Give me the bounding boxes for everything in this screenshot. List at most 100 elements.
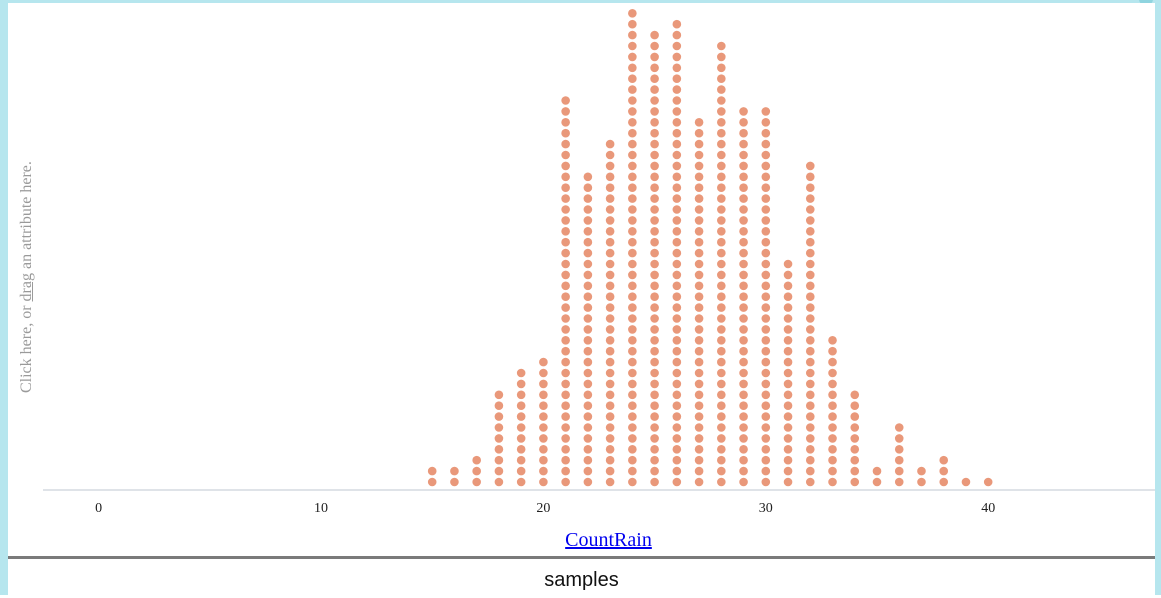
data-dot[interactable] — [717, 205, 726, 214]
data-dot[interactable] — [628, 314, 637, 323]
data-dot[interactable] — [694, 390, 704, 400]
data-dot[interactable] — [561, 194, 570, 203]
data-dot[interactable] — [761, 368, 771, 378]
data-dot[interactable] — [561, 150, 570, 160]
data-dot[interactable] — [672, 63, 682, 73]
data-dot[interactable] — [672, 172, 682, 182]
data-dot[interactable] — [583, 172, 593, 182]
data-dot[interactable] — [628, 390, 637, 400]
data-dot[interactable] — [717, 248, 726, 258]
data-dot[interactable] — [872, 466, 882, 476]
data-dot[interactable] — [850, 455, 860, 465]
data-dot[interactable] — [583, 205, 593, 214]
data-dot[interactable] — [805, 248, 815, 258]
data-dot[interactable] — [850, 401, 860, 411]
data-dot[interactable] — [672, 259, 682, 269]
data-dot[interactable] — [628, 357, 637, 367]
data-dot[interactable] — [561, 477, 570, 487]
data-dot[interactable] — [694, 477, 704, 487]
data-dot[interactable] — [850, 477, 860, 487]
data-dot[interactable] — [583, 346, 593, 356]
data-dot[interactable] — [672, 445, 682, 454]
data-dot[interactable] — [672, 390, 682, 400]
data-dot[interactable] — [650, 303, 659, 312]
data-dot[interactable] — [694, 325, 704, 334]
data-dot[interactable] — [739, 237, 748, 247]
data-dot[interactable] — [739, 248, 748, 258]
data-dot[interactable] — [628, 423, 637, 432]
data-dot[interactable] — [739, 379, 748, 389]
data-dot[interactable] — [761, 303, 771, 312]
data-dot[interactable] — [628, 455, 637, 465]
data-dot[interactable] — [628, 477, 637, 487]
data-dot[interactable] — [605, 445, 615, 454]
data-dot[interactable] — [850, 434, 860, 443]
data-dot[interactable] — [939, 466, 949, 476]
data-dot[interactable] — [605, 379, 615, 389]
data-dot[interactable] — [583, 270, 593, 280]
data-dot[interactable] — [650, 30, 659, 40]
data-dot[interactable] — [717, 281, 726, 291]
data-dot[interactable] — [516, 434, 526, 443]
data-dot[interactable] — [539, 466, 548, 476]
data-dot[interactable] — [583, 259, 593, 269]
data-dot[interactable] — [628, 325, 637, 334]
data-dot[interactable] — [739, 314, 748, 323]
data-dot[interactable] — [672, 466, 682, 476]
data-dot[interactable] — [516, 423, 526, 432]
data-dot[interactable] — [427, 466, 437, 476]
data-dot[interactable] — [583, 292, 593, 302]
data-dot[interactable] — [672, 194, 682, 203]
data-dot[interactable] — [561, 445, 570, 454]
data-dot[interactable] — [605, 401, 615, 411]
data-dot[interactable] — [850, 390, 860, 400]
data-dot[interactable] — [583, 194, 593, 203]
data-dot[interactable] — [628, 270, 637, 280]
data-dot[interactable] — [739, 259, 748, 269]
data-dot[interactable] — [694, 161, 704, 171]
data-dot[interactable] — [805, 379, 815, 389]
data-dot[interactable] — [650, 183, 659, 192]
data-dot[interactable] — [650, 412, 659, 421]
data-dot[interactable] — [761, 259, 771, 269]
data-dot[interactable] — [761, 412, 771, 421]
data-dot[interactable] — [516, 401, 526, 411]
data-dot[interactable] — [783, 455, 793, 465]
data-dot[interactable] — [761, 172, 771, 182]
data-dot[interactable] — [583, 183, 593, 192]
data-dot[interactable] — [717, 216, 726, 225]
data-dot[interactable] — [628, 227, 637, 236]
data-dot[interactable] — [494, 434, 504, 443]
data-dot[interactable] — [761, 325, 771, 334]
data-dot[interactable] — [694, 412, 704, 421]
data-dot[interactable] — [739, 434, 748, 443]
data-dot[interactable] — [628, 401, 637, 411]
data-dot[interactable] — [717, 183, 726, 192]
data-dot[interactable] — [583, 455, 593, 465]
data-dot[interactable] — [628, 292, 637, 302]
data-dot[interactable] — [828, 390, 837, 400]
data-dot[interactable] — [561, 314, 570, 323]
data-dot[interactable] — [739, 118, 748, 127]
data-dot[interactable] — [672, 292, 682, 302]
data-dot[interactable] — [561, 118, 570, 127]
data-dot[interactable] — [761, 346, 771, 356]
data-dot[interactable] — [717, 292, 726, 302]
data-dot[interactable] — [828, 434, 837, 443]
data-dot[interactable] — [561, 466, 570, 476]
data-dot[interactable] — [672, 227, 682, 236]
data-dot[interactable] — [561, 401, 570, 411]
data-dot[interactable] — [672, 19, 682, 29]
data-dot[interactable] — [628, 30, 637, 40]
data-dot[interactable] — [805, 292, 815, 302]
data-dot[interactable] — [850, 423, 860, 432]
data-dot[interactable] — [783, 434, 793, 443]
data-dot[interactable] — [828, 379, 837, 389]
data-dot[interactable] — [761, 248, 771, 258]
data-dot[interactable] — [494, 423, 504, 432]
data-dot[interactable] — [628, 281, 637, 291]
data-dot[interactable] — [561, 412, 570, 421]
data-dot[interactable] — [850, 445, 860, 454]
data-dot[interactable] — [561, 325, 570, 334]
data-dot[interactable] — [783, 466, 793, 476]
